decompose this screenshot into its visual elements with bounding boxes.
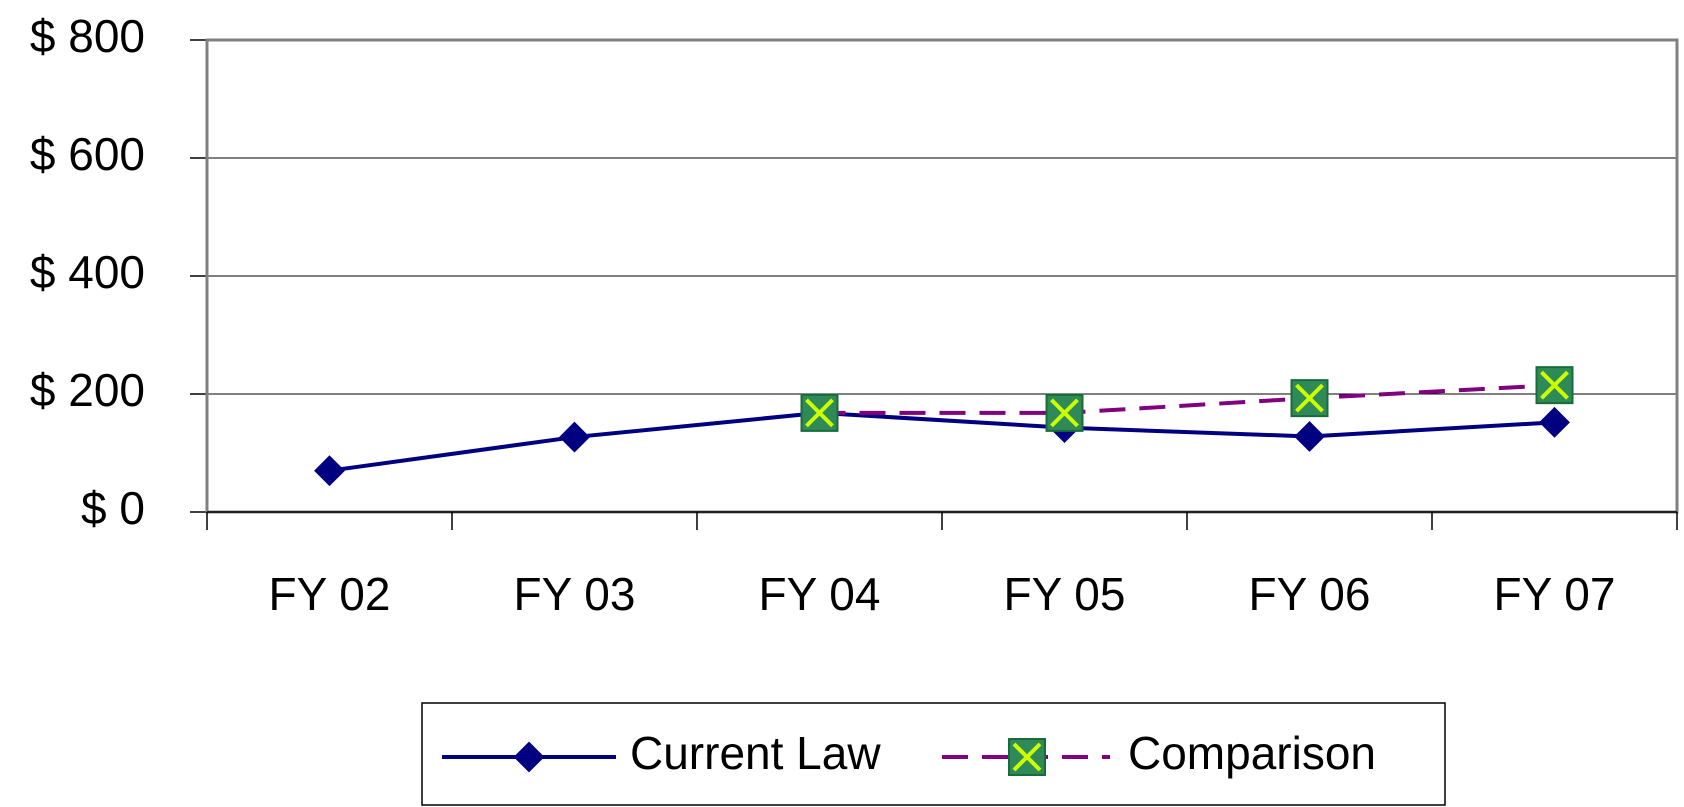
legend-marker [1008,738,1046,776]
marker-x [1295,383,1324,413]
y-tick-label: $ 200 [30,364,145,416]
marker [559,421,590,453]
marker-x [1540,370,1569,400]
y-tick-label: $ 800 [30,10,145,62]
marker-x [1012,742,1042,772]
x-tick-label: FY 06 [1249,568,1371,620]
legend-box [421,702,1446,806]
marker [314,455,345,487]
x-tick-label: FY 04 [759,568,881,620]
x-tick-label: FY 02 [269,568,391,620]
x-tick-label: FY 07 [1494,568,1616,620]
series-line [819,383,1555,415]
marker [1294,421,1325,452]
legend-label: Comparison [1128,727,1376,779]
y-tick-label: $ 600 [30,128,145,180]
y-tick-label: $ 0 [81,482,145,534]
legend-label: Current Law [630,727,881,779]
legend-marker [513,741,545,773]
marker-x [805,398,834,428]
marker [1539,406,1570,438]
x-tick-label: FY 03 [514,568,636,620]
marker-x [1050,398,1079,428]
y-tick-label: $ 400 [30,246,145,298]
x-tick-label: FY 05 [1004,568,1126,620]
series-line [329,410,1555,473]
